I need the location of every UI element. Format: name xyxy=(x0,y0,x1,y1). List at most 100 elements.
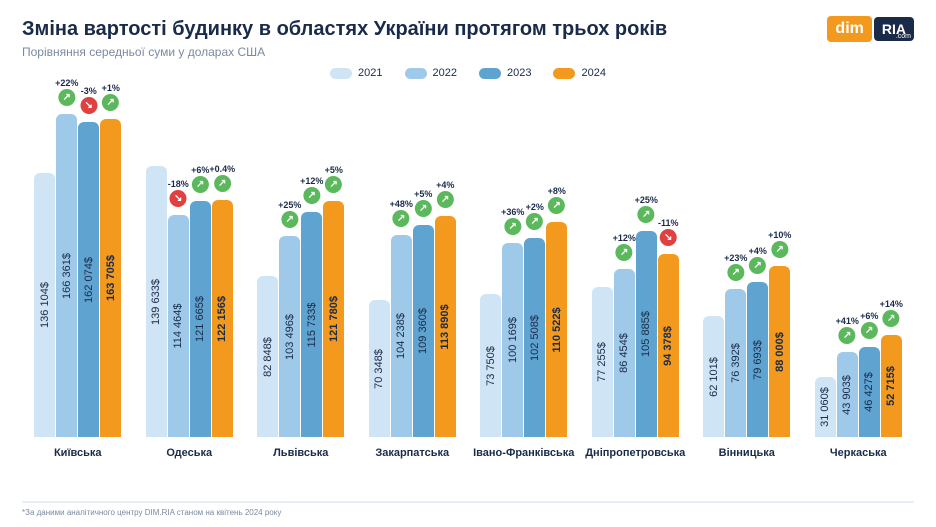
bar: 121 780$ xyxy=(323,201,344,437)
category-label: Івано-Франківська xyxy=(473,447,574,459)
bar-group: 31 060$+41%↗43 903$+6%↗46 427$+14%↗52 71… xyxy=(803,107,915,459)
bar-wrap: 62 101$ xyxy=(703,316,724,437)
legend-swatch xyxy=(405,68,427,79)
arrow-up-icon: ↗ xyxy=(325,176,342,193)
bar-value-label: 166 361$ xyxy=(61,253,73,299)
divider xyxy=(22,501,914,503)
bars: 73 750$+36%↗100 169$+2%↗102 508$+8%↗110 … xyxy=(480,107,567,437)
pct-label: +25% xyxy=(635,195,658,205)
change-badge: +4%↗ xyxy=(436,180,454,208)
chart-container: Зміна вартості будинку в областях Україн… xyxy=(0,0,936,527)
bar-wrap: 31 060$ xyxy=(815,377,836,437)
change-badge: +8%↗ xyxy=(548,186,566,214)
bars: 77 255$+12%↗86 454$+25%↗105 885$-11%↘94 … xyxy=(592,107,679,437)
pct-label: +22% xyxy=(55,78,78,88)
bar-value-label: 62 101$ xyxy=(708,357,720,397)
bar-value-label: 100 169$ xyxy=(507,317,519,363)
bar: 76 392$ xyxy=(725,289,746,437)
pct-label: +12% xyxy=(300,176,323,186)
pct-label: +4% xyxy=(436,180,454,190)
pct-label: +48% xyxy=(390,199,413,209)
arrow-up-icon: ↗ xyxy=(526,213,543,230)
bars: 82 848$+25%↗103 496$+12%↗115 733$+5%↗121… xyxy=(257,107,344,437)
bar-wrap: +1%↗163 705$ xyxy=(100,119,121,437)
pct-label: +23% xyxy=(724,253,747,263)
bar-value-label: 46 427$ xyxy=(863,372,875,412)
arrow-up-icon: ↗ xyxy=(393,210,410,227)
bar-wrap: +41%↗43 903$ xyxy=(837,352,858,437)
category-label: Закарпатська xyxy=(375,447,449,459)
change-badge: +12%↗ xyxy=(300,176,323,204)
bars: 70 348$+48%↗104 238$+5%↗109 360$+4%↗113 … xyxy=(369,107,456,437)
pct-label: -18% xyxy=(168,179,189,189)
change-badge: +4%↗ xyxy=(749,246,767,274)
bar-value-label: 121 665$ xyxy=(194,296,206,342)
change-badge: +0.4%↗ xyxy=(209,164,235,192)
change-badge: -11%↘ xyxy=(658,218,679,246)
page-title: Зміна вартості будинку в областях Україн… xyxy=(22,18,914,41)
logo-ria-com: .com xyxy=(896,33,911,40)
change-badge: +5%↗ xyxy=(414,189,432,217)
arrow-up-icon: ↗ xyxy=(771,241,788,258)
bar-wrap: 136 104$ xyxy=(34,173,55,437)
chart-area: 136 104$+22%↗166 361$-3%↘162 074$+1%↗163… xyxy=(22,89,914,459)
bar-wrap: +36%↗100 169$ xyxy=(502,243,523,437)
page-subtitle: Порівняння середньої суми у доларах США xyxy=(22,45,914,59)
arrow-down-icon: ↘ xyxy=(80,97,97,114)
bar-value-label: 139 633$ xyxy=(150,279,162,325)
bar-wrap: +5%↗109 360$ xyxy=(413,225,434,437)
bar: 105 885$ xyxy=(636,231,657,437)
bar: 46 427$ xyxy=(859,347,880,437)
bar: 102 508$ xyxy=(524,238,545,437)
pct-label: -11% xyxy=(658,218,679,228)
bar-value-label: 94 378$ xyxy=(662,326,674,366)
pct-label: +12% xyxy=(613,233,636,243)
bar: 136 104$ xyxy=(34,173,55,437)
pct-label: +1% xyxy=(102,83,120,93)
bar-value-label: 79 693$ xyxy=(752,340,764,380)
arrow-up-icon: ↗ xyxy=(437,191,454,208)
bar-wrap: 77 255$ xyxy=(592,287,613,437)
change-badge: +25%↗ xyxy=(278,200,301,228)
legend-item: 2023 xyxy=(479,67,531,79)
bar: 73 750$ xyxy=(480,294,501,437)
bar-value-label: 102 508$ xyxy=(529,315,541,361)
bar-wrap: +22%↗166 361$ xyxy=(56,114,77,437)
bar-group: 77 255$+12%↗86 454$+25%↗105 885$-11%↘94 … xyxy=(580,107,692,459)
pct-label: -3% xyxy=(81,86,97,96)
bar-wrap: -11%↘94 378$ xyxy=(658,254,679,437)
bar-value-label: 70 348$ xyxy=(373,349,385,389)
bar-wrap: +4%↗113 890$ xyxy=(435,216,456,437)
bar-wrap: +12%↗115 733$ xyxy=(301,212,322,437)
bar: 122 156$ xyxy=(212,200,233,437)
bar-group: 62 101$+23%↗76 392$+4%↗79 693$+10%↗88 00… xyxy=(691,107,803,459)
bar: 115 733$ xyxy=(301,212,322,437)
category-label: Львівська xyxy=(273,447,328,459)
pct-label: +5% xyxy=(414,189,432,199)
bar: 104 238$ xyxy=(391,235,412,437)
bar-wrap: +25%↗105 885$ xyxy=(636,231,657,437)
bar-value-label: 76 392$ xyxy=(730,343,742,383)
bar-value-label: 86 454$ xyxy=(618,333,630,373)
bar: 109 360$ xyxy=(413,225,434,437)
bars: 136 104$+22%↗166 361$-3%↘162 074$+1%↗163… xyxy=(34,107,121,437)
bar-value-label: 122 156$ xyxy=(216,296,228,342)
pct-label: +6% xyxy=(860,311,878,321)
change-badge: +36%↗ xyxy=(501,207,524,235)
bar-wrap: 70 348$ xyxy=(369,300,390,437)
category-label: Київська xyxy=(54,447,102,459)
bar: 103 496$ xyxy=(279,236,300,437)
bar-wrap: 82 848$ xyxy=(257,276,278,437)
pct-label: +41% xyxy=(836,316,859,326)
legend-label: 2021 xyxy=(358,67,382,79)
bars: 139 633$-18%↘114 464$+6%↗121 665$+0.4%↗1… xyxy=(146,107,233,437)
bar-value-label: 105 885$ xyxy=(640,311,652,357)
bar: 82 848$ xyxy=(257,276,278,437)
legend-item: 2022 xyxy=(405,67,457,79)
category-label: Вінницька xyxy=(719,447,775,459)
bar-wrap: +12%↗86 454$ xyxy=(614,269,635,437)
arrow-up-icon: ↗ xyxy=(214,175,231,192)
bars: 31 060$+41%↗43 903$+6%↗46 427$+14%↗52 71… xyxy=(815,107,902,437)
bar-wrap: +2%↗102 508$ xyxy=(524,238,545,437)
bar: 79 693$ xyxy=(747,282,768,437)
